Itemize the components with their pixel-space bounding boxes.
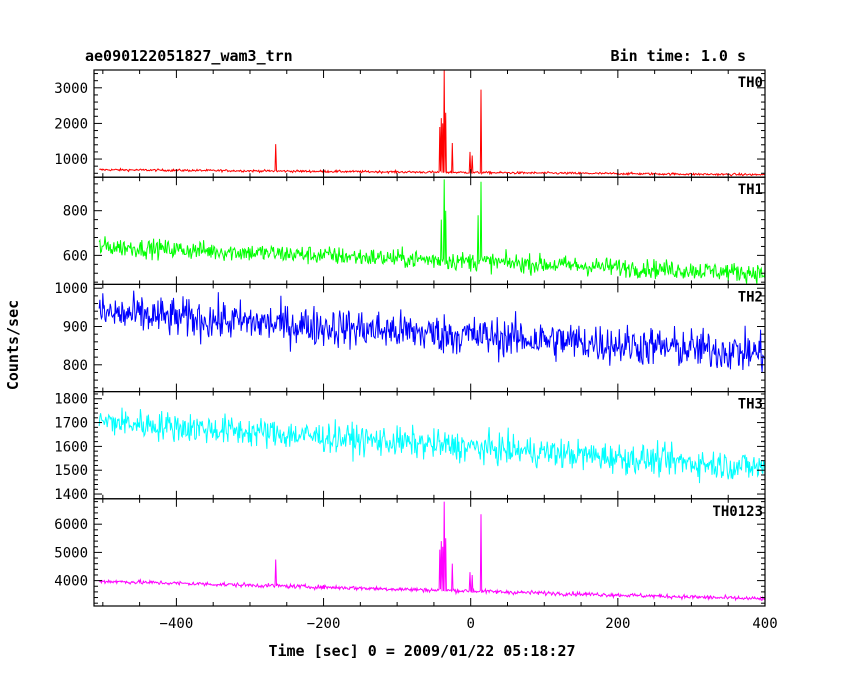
y-tick-label: 2000 <box>54 116 88 132</box>
panel-label: TH0 <box>738 75 763 91</box>
x-tick-labels: −400 −200 0 200 400 <box>160 616 778 632</box>
x-tick-label: −400 <box>160 616 194 632</box>
y-tick-label: 3000 <box>54 81 88 97</box>
y-tick-label: 1400 <box>54 487 88 503</box>
series-line-th0123 <box>98 501 766 602</box>
panel-label: TH0123 <box>712 504 763 520</box>
panel-th1: 600 800 TH1 <box>63 176 766 285</box>
y-tick-label: 800 <box>63 204 88 220</box>
panel-th0: 1000 2000 3000 TH0 <box>54 69 766 178</box>
panels-group: 1000 2000 3000 TH0 600 800 TH1 800 900 1000 TH2 140… <box>54 69 766 607</box>
y-tick-label: 4000 <box>54 574 88 590</box>
y-tick-label: 800 <box>63 358 88 374</box>
panel-th3: 1400 1500 1600 1700 1800 TH3 <box>54 391 766 503</box>
panel-frame <box>93 283 766 393</box>
y-tick-label: 1800 <box>54 392 88 408</box>
panel-label: TH3 <box>738 397 763 413</box>
series-line-th0 <box>99 70 766 177</box>
series-line-th1 <box>98 179 766 284</box>
panel-label: TH1 <box>738 182 763 198</box>
y-tick-label: 5000 <box>54 545 88 561</box>
panel-frame <box>93 498 766 607</box>
y-tick-label: 600 <box>63 248 88 264</box>
x-axis-label: Time [sec] 0 = 2009/01/22 05:18:27 <box>268 642 575 660</box>
panel-frame <box>93 69 766 178</box>
y-tick-label: 1700 <box>54 416 88 432</box>
series-line-th3 <box>98 407 766 484</box>
y-tick-label: 900 <box>63 320 88 336</box>
chart-title: ae090122051827_wam3_trn <box>85 47 293 65</box>
panel-th0123: 4000 5000 6000 TH0123 <box>54 498 766 607</box>
x-tick-label: −200 <box>307 616 341 632</box>
panel-label: TH2 <box>738 289 763 305</box>
y-tick-label: 1000 <box>54 152 88 168</box>
x-tick-label: 200 <box>605 616 630 632</box>
x-tick-label: 400 <box>752 616 777 632</box>
y-tick-label: 1600 <box>54 439 88 455</box>
series-line-th2 <box>98 290 766 373</box>
y-tick-label: 1000 <box>54 281 88 297</box>
y-axis-label: Counts/sec <box>4 300 22 390</box>
y-tick-label: 1500 <box>54 463 88 479</box>
panel-th2: 800 900 1000 TH2 <box>54 281 766 393</box>
bin-time-label: Bin time: 1.0 s <box>611 47 746 65</box>
x-tick-label: 0 <box>466 616 474 632</box>
y-tick-label: 6000 <box>54 517 88 533</box>
